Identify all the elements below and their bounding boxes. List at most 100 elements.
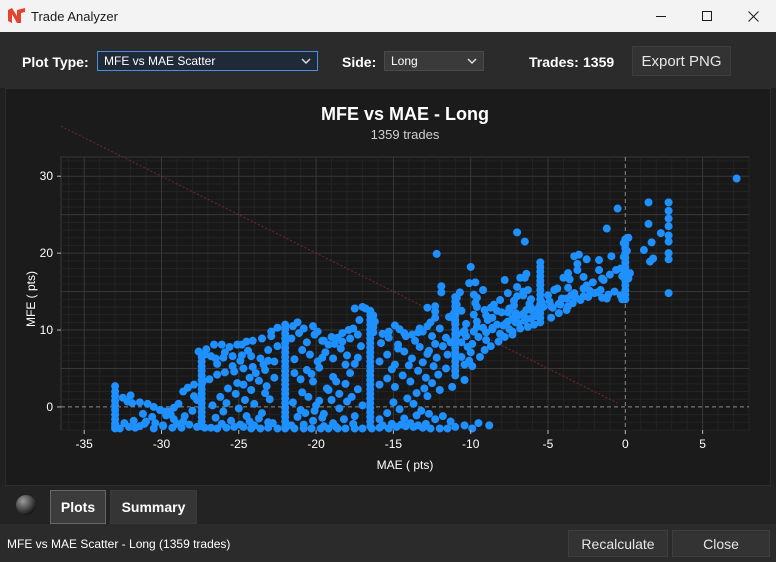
data-point — [180, 412, 189, 421]
data-point — [177, 423, 186, 432]
data-point — [293, 412, 302, 421]
tab-summary[interactable]: Summary — [110, 490, 197, 524]
data-point — [664, 198, 673, 207]
data-point — [307, 369, 316, 378]
data-point — [423, 392, 432, 401]
data-point — [479, 286, 488, 295]
data-point — [227, 416, 236, 425]
data-point — [375, 380, 384, 389]
data-point — [480, 306, 489, 315]
data-point — [254, 414, 263, 423]
data-point — [424, 409, 433, 418]
data-point — [335, 404, 344, 413]
data-point — [431, 307, 440, 316]
data-point — [383, 374, 392, 383]
data-point — [496, 296, 505, 305]
data-point — [460, 421, 469, 430]
data-point — [245, 373, 254, 382]
data-point — [143, 399, 152, 408]
data-point — [394, 344, 403, 353]
data-point — [452, 330, 461, 339]
data-point — [138, 409, 147, 418]
data-point — [486, 303, 495, 312]
tab-bar: Plots Summary — [0, 486, 776, 524]
data-point — [400, 347, 409, 356]
data-point — [185, 420, 194, 429]
maximize-button[interactable] — [684, 0, 730, 32]
tab-plots[interactable]: Plots — [50, 490, 106, 524]
data-point — [465, 279, 474, 288]
data-point — [556, 300, 565, 309]
data-point — [256, 424, 265, 433]
recalculate-button[interactable]: Recalculate — [568, 530, 668, 557]
data-point — [287, 334, 296, 343]
data-point — [595, 256, 604, 265]
data-point — [211, 413, 220, 422]
data-point — [428, 332, 437, 341]
data-point — [353, 330, 362, 339]
data-point — [205, 375, 214, 384]
plot-frame — [60, 156, 750, 431]
data-point — [431, 339, 440, 348]
data-point — [588, 278, 597, 287]
minimize-button[interactable] — [638, 0, 684, 32]
data-point — [547, 313, 556, 322]
data-point — [406, 419, 415, 428]
toolbar: Plot Type: MFE vs MAE Scatter Side: Long… — [0, 32, 776, 88]
data-point — [474, 332, 483, 341]
data-point — [298, 388, 307, 397]
data-point — [469, 310, 478, 319]
data-point — [664, 222, 673, 231]
data-point — [432, 249, 441, 258]
data-point — [443, 350, 452, 359]
data-point — [129, 416, 138, 425]
data-point — [471, 278, 480, 287]
data-point — [343, 397, 352, 406]
data-point — [120, 419, 129, 428]
data-point — [533, 308, 542, 317]
data-point — [268, 419, 277, 428]
data-point — [290, 369, 299, 378]
data-point — [353, 385, 362, 394]
data-point — [343, 351, 352, 360]
title-bar: Trade Analyzer — [0, 0, 776, 32]
side-select[interactable]: Long — [384, 51, 484, 71]
data-point — [466, 348, 475, 357]
data-point — [446, 417, 455, 426]
data-point — [217, 340, 226, 349]
data-point — [228, 352, 237, 361]
data-point — [213, 370, 222, 379]
close-button[interactable]: Close — [672, 530, 770, 557]
data-point — [530, 320, 539, 329]
minimize-icon — [655, 15, 666, 17]
data-point — [217, 419, 226, 428]
data-point — [421, 419, 430, 428]
trades-count: 1359 — [583, 54, 615, 70]
data-point — [257, 334, 266, 343]
data-point — [451, 422, 460, 431]
data-point — [301, 409, 310, 418]
plot-type-select[interactable]: MFE vs MAE Scatter — [97, 51, 318, 71]
data-point — [451, 292, 460, 301]
data-point — [468, 339, 477, 348]
y-axis-ticks: 0 10 20 30 — [40, 169, 61, 414]
data-point — [384, 327, 393, 336]
data-point — [494, 337, 503, 346]
data-point — [664, 231, 673, 240]
data-point — [424, 346, 433, 355]
data-point — [390, 382, 399, 391]
data-point — [562, 294, 571, 303]
data-point — [239, 364, 248, 373]
data-point — [273, 323, 282, 332]
data-point — [250, 399, 259, 408]
plot-type-label: Plot Type: — [22, 54, 89, 70]
close-window-button[interactable] — [730, 0, 776, 32]
data-point — [401, 332, 410, 341]
data-point — [423, 322, 432, 331]
data-point — [646, 257, 655, 266]
export-png-button[interactable]: Export PNG — [632, 46, 731, 76]
data-point — [564, 302, 573, 311]
data-point — [222, 399, 231, 408]
data-point — [140, 419, 149, 428]
data-point — [598, 274, 607, 283]
